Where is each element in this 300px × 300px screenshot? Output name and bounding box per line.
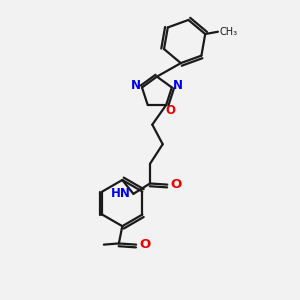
Text: CH₃: CH₃ bbox=[219, 27, 237, 37]
Text: O: O bbox=[165, 104, 175, 117]
Text: O: O bbox=[139, 238, 150, 251]
Text: HN: HN bbox=[111, 187, 130, 200]
Text: N: N bbox=[173, 79, 183, 92]
Text: N: N bbox=[131, 79, 141, 92]
Text: O: O bbox=[171, 178, 182, 191]
